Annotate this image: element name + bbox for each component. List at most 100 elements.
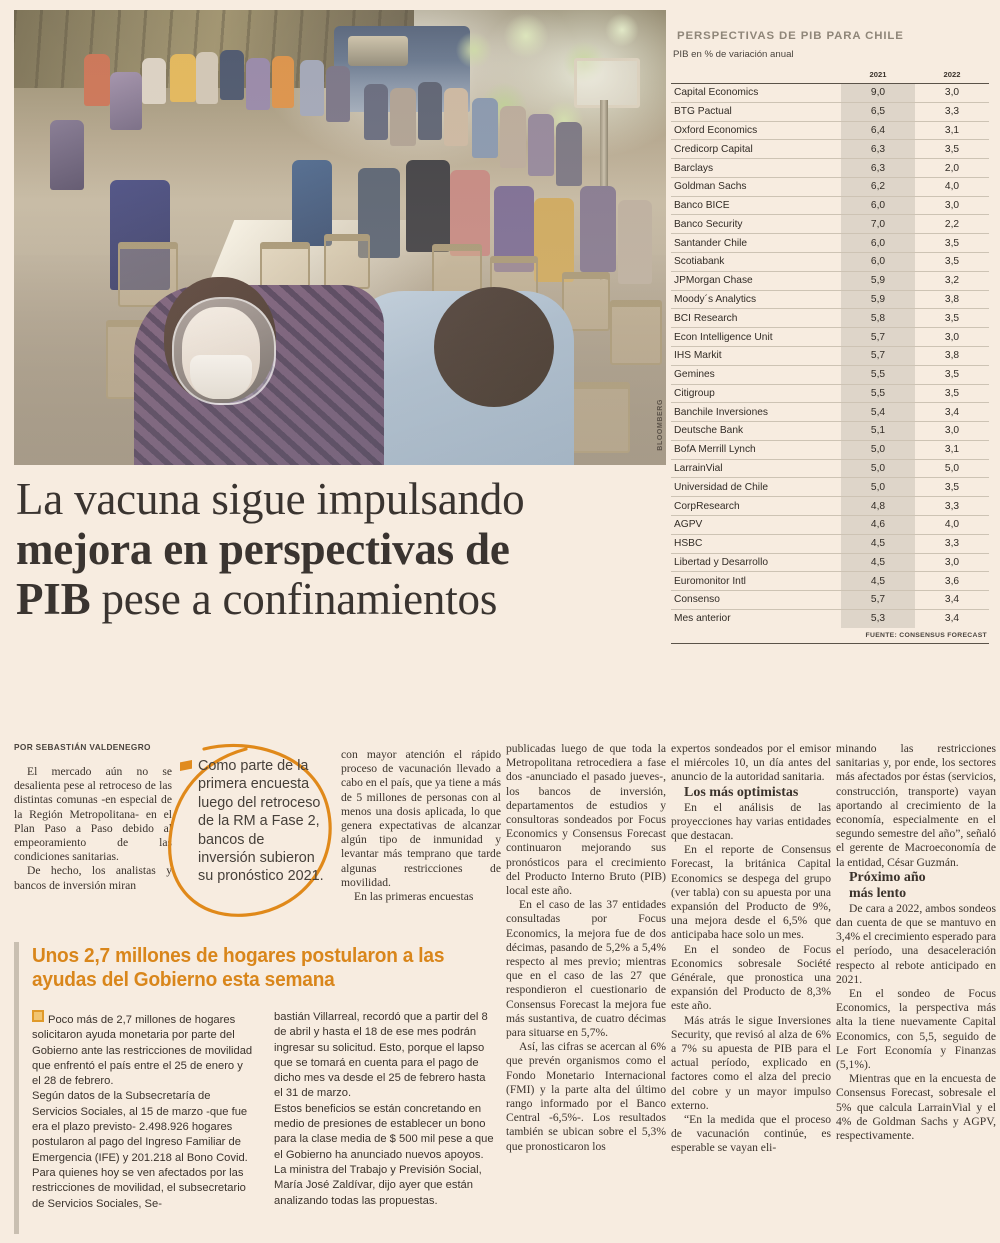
paragraph-text: Poco más de 2,7 millones de hogares soli…	[32, 1014, 253, 1088]
lead-photo: BLOOMBERG	[14, 10, 666, 465]
cell-2021: 5,5	[841, 364, 915, 384]
cell-entity: Goldman Sachs	[671, 176, 841, 197]
table-row: Banco Security 7,0 2,2	[671, 214, 989, 234]
table-row: AGPV 4,6 4,0	[671, 514, 989, 535]
headline-line-3: PIB pese a confinamientos	[16, 574, 664, 624]
cell-entity: BTG Pactual	[671, 101, 841, 122]
paragraph: Así, las cifras se acercan al 6% que pre…	[506, 1040, 666, 1153]
cell-2022: 3,1	[915, 120, 989, 140]
paragraph: con mayor atención el rápido proceso de …	[341, 748, 501, 889]
photo-tint-overlay	[14, 10, 666, 465]
paragraph: En las primeras encuestas	[354, 890, 474, 904]
cell-2022: 3,3	[915, 496, 989, 516]
box-bullet-icon	[32, 1010, 44, 1022]
body-column-5: expertos sondeados por el emisor el miér…	[671, 742, 831, 1156]
cell-2022: 3,1	[915, 439, 989, 460]
pull-quote-bullet-icon	[180, 760, 192, 771]
paragraph: De hecho, los analistas y bancos de inve…	[14, 864, 172, 892]
table-row: Oxford Economics 6,4 3,1	[671, 120, 989, 140]
table-row: CorpResearch 4,8 3,3	[671, 496, 989, 516]
cell-2021: 7,0	[841, 214, 915, 234]
cell-2022: 3,4	[915, 608, 989, 628]
cell-2022: 3,5	[915, 364, 989, 384]
paragraph: De cara a 2022, ambos sondeos dan cuenta…	[836, 901, 996, 986]
box-left-rule	[14, 942, 19, 1234]
paragraph: En el análisis de las proyecciones hay v…	[671, 800, 831, 843]
cell-2021: 6,5	[841, 101, 915, 122]
cell-entity: Barclays	[671, 158, 841, 178]
cell-2022: 3,5	[915, 477, 989, 497]
cell-2021: 4,5	[841, 533, 915, 554]
cell-entity: CorpResearch	[671, 496, 841, 516]
photo-nurse-head	[434, 287, 554, 407]
cell-entity: BofA Merrill Lynch	[671, 439, 841, 460]
cell-2022: 3,3	[915, 101, 989, 122]
paragraph: Mientras que en la encuesta de Consensus…	[836, 1072, 996, 1143]
table-row: JPMorgan Chase 5,9 3,2	[671, 270, 989, 291]
table-row: BTG Pactual 6,5 3,3	[671, 101, 989, 122]
cell-entity: HSBC	[671, 533, 841, 554]
body-column-1: El mercado aún no se desalienta pese al …	[14, 765, 172, 893]
face-mask-icon	[190, 355, 252, 399]
cell-2022: 3,5	[915, 252, 989, 272]
cell-entity: Euromonitor Intl	[671, 571, 841, 591]
cell-2021: 4,8	[841, 496, 915, 516]
paragraph: Para quienes hoy se ven afectados por la…	[32, 1166, 246, 1210]
headline-line-3-rest: pese a confinamientos	[90, 574, 498, 624]
body-column-3: con mayor atención el rápido proceso de …	[341, 748, 501, 904]
photo-image	[14, 10, 666, 465]
cell-2021: 5,7	[841, 327, 915, 347]
paragraph: En el caso de las 37 entidades consultad…	[506, 898, 666, 1040]
cell-2022: 3,5	[915, 139, 989, 159]
cell-2021: 5,5	[841, 383, 915, 403]
table-source: FUENTE: CONSENSUS FORECAST	[865, 631, 987, 639]
cell-2022: 3,0	[915, 195, 989, 215]
col-header-2021: 2021	[841, 65, 915, 84]
cell-2022: 3,6	[915, 571, 989, 591]
cell-2021: 5,9	[841, 270, 915, 291]
cell-2022: 3,0	[915, 327, 989, 347]
panel-subtitle: PIB en % de variación anual	[673, 49, 794, 60]
gdp-forecast-table: 2021 2022 Capital Economics 9,0 3,0 BTG Pac…	[671, 65, 989, 628]
headline-line-1: La vacuna sigue impulsando	[16, 474, 525, 524]
cell-2022: 3,2	[915, 270, 989, 291]
table-row: Mes anterior 5,3 3,4	[671, 608, 989, 628]
headline-keyword: PIB	[16, 574, 91, 624]
cell-entity: Universidad de Chile	[671, 477, 841, 497]
cell-entity: Mes anterior	[671, 608, 841, 628]
cell-2021: 6,0	[841, 252, 915, 272]
cell-2021: 5,0	[841, 477, 915, 497]
cell-2021: 5,7	[841, 345, 915, 366]
cell-2021: 5,7	[841, 590, 915, 610]
table-row: BCI Research 5,8 3,5	[671, 308, 989, 328]
cell-2021: 5,9	[841, 289, 915, 309]
section-subhead: Los más optimistas	[684, 784, 799, 800]
photo-credit: BLOOMBERG	[657, 399, 664, 451]
col-header-entity	[671, 65, 841, 84]
cell-2021: 5,0	[841, 458, 915, 478]
cell-2022: 3,5	[915, 383, 989, 403]
table-row: Consenso 5,7 3,4	[671, 590, 989, 610]
section-subhead-line-1: Próximo año	[849, 869, 926, 885]
table-row: Econ Intelligence Unit 5,7 3,0	[671, 327, 989, 347]
gdp-forecast-panel: PERSPECTIVAS DE PIB PARA CHILE PIB en % …	[671, 30, 989, 644]
cell-2022: 3,8	[915, 289, 989, 309]
cell-entity: IHS Markit	[671, 345, 841, 366]
cell-2022: 3,8	[915, 345, 989, 366]
box-column-2: bastián Villarreal, recordó que a partir…	[274, 1010, 496, 1209]
cell-entity: Capital Economics	[671, 83, 841, 103]
cell-entity: Credicorp Capital	[671, 139, 841, 159]
table-bottom-rule	[671, 642, 989, 644]
paragraph: expertos sondeados por el emisor el miér…	[671, 742, 831, 784]
table-row: Banchile Inversiones 5,4 3,4	[671, 402, 989, 422]
table-row: BofA Merrill Lynch 5,0 3,1	[671, 439, 989, 460]
cell-2021: 5,8	[841, 308, 915, 328]
panel-title: PERSPECTIVAS DE PIB PARA CHILE	[677, 30, 904, 42]
cell-2021: 5,0	[841, 439, 915, 460]
cell-entity: Citigroup	[671, 383, 841, 403]
cell-2021: 9,0	[841, 83, 915, 103]
table-row: Goldman Sachs 6,2 4,0	[671, 176, 989, 197]
table-row: Capital Economics 9,0 3,0	[671, 83, 989, 103]
table-row: Moody´s Analytics 5,9 3,8	[671, 289, 989, 309]
